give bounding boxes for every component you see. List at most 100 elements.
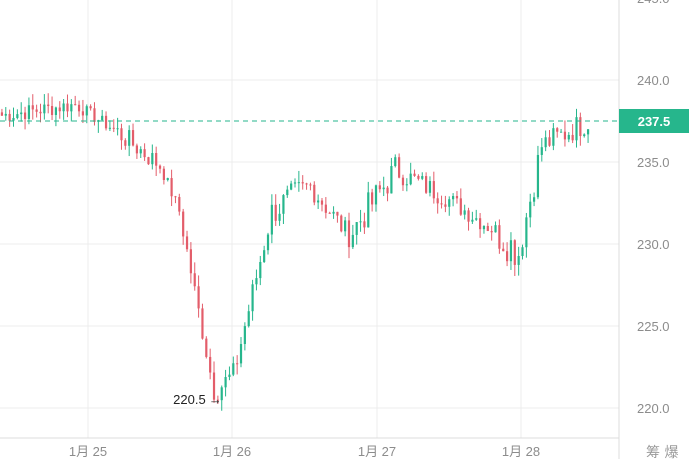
candle-body	[185, 236, 189, 250]
candle-body	[236, 363, 239, 365]
candle-body	[290, 183, 293, 190]
candle-body	[513, 240, 516, 265]
candles	[0, 93, 590, 411]
low-price-annotation: 220.5	[173, 392, 206, 407]
candle-body	[12, 117, 15, 121]
candle-body	[251, 284, 254, 312]
candle-body	[552, 128, 555, 146]
candle-body	[355, 222, 358, 235]
candle-body	[116, 128, 119, 130]
grid-lines	[0, 0, 619, 439]
corner-label: 筹 爆	[646, 444, 678, 459]
y-tick-label: 230.0	[637, 237, 670, 252]
candle-body	[421, 176, 424, 179]
candle-body	[586, 129, 590, 135]
candle-body	[23, 112, 27, 119]
candle-body	[583, 134, 586, 137]
y-axis-ticks: 220.0 225.0 230.0 235.0 240.0 245.0	[637, 0, 670, 416]
candle-body	[178, 196, 181, 212]
candle-body	[158, 165, 162, 169]
candle-body	[363, 221, 366, 228]
candle-body	[293, 182, 297, 184]
candle-body	[135, 145, 138, 154]
candle-body	[313, 184, 316, 203]
candle-body	[490, 231, 493, 233]
candle-body	[97, 120, 100, 122]
candle-body	[463, 210, 466, 215]
candle-body	[104, 115, 108, 129]
candle-body	[205, 338, 208, 357]
x-tick-label: 1月 25	[69, 444, 107, 459]
candle-body	[39, 111, 42, 114]
candle-body	[201, 308, 204, 339]
candle-body	[324, 204, 327, 213]
candle-body	[390, 166, 393, 194]
candle-body	[359, 221, 362, 223]
x-axis-ticks: 1月 25 1月 26 1月 27 1月 28	[69, 444, 540, 459]
candle-body	[139, 149, 142, 154]
candle-body	[228, 374, 231, 378]
candle-body	[274, 204, 277, 221]
candle-body	[305, 183, 308, 185]
candle-body	[50, 106, 54, 115]
candle-body	[413, 173, 416, 176]
candle-body	[502, 248, 505, 252]
candle-body	[428, 181, 432, 193]
y-tick-label: 245.0	[637, 0, 670, 6]
candle-body	[286, 189, 289, 196]
candle-body	[62, 103, 65, 112]
candle-body	[336, 211, 339, 216]
candle-body	[486, 225, 489, 232]
candle-body	[143, 149, 146, 158]
candle-body	[571, 134, 574, 141]
candle-body	[567, 134, 570, 140]
candle-body	[255, 278, 258, 285]
candle-body	[540, 147, 543, 155]
candle-body	[189, 249, 192, 274]
candle-body	[124, 140, 127, 146]
candle-body	[101, 115, 104, 121]
candle-body	[266, 234, 270, 251]
y-tick-label: 220.0	[637, 401, 670, 416]
candle-body	[482, 225, 486, 230]
current-price-badge	[619, 109, 689, 133]
candle-body	[77, 104, 81, 112]
candle-body	[471, 219, 474, 222]
candle-body	[309, 184, 312, 186]
candle-body	[81, 111, 85, 116]
candle-body	[494, 225, 497, 233]
candle-body	[367, 192, 370, 228]
candle-body	[544, 137, 547, 148]
candle-body	[224, 377, 227, 388]
candle-body	[216, 399, 219, 401]
candle-body	[239, 344, 243, 364]
candle-body	[344, 220, 347, 232]
candle-body	[162, 168, 165, 180]
candle-body	[425, 176, 428, 193]
candle-body	[347, 220, 351, 248]
candle-body	[8, 113, 11, 121]
x-tick-label: 1月 28	[502, 444, 540, 459]
candle-body	[498, 225, 501, 249]
candle-body	[432, 181, 435, 199]
candle-body	[66, 103, 69, 112]
candle-body	[478, 218, 482, 230]
candle-body	[282, 195, 285, 214]
candle-body	[89, 106, 92, 109]
y-tick-label: 225.0	[637, 319, 670, 334]
candle-body	[70, 104, 73, 112]
candle-body	[35, 109, 38, 112]
candle-body	[459, 198, 462, 215]
candle-body	[548, 137, 551, 146]
candle-body	[371, 192, 374, 205]
candle-body	[193, 273, 196, 287]
candle-body	[405, 184, 408, 186]
candle-body	[27, 105, 31, 119]
candle-body	[509, 240, 513, 262]
candle-body	[394, 157, 397, 167]
candle-body	[525, 217, 528, 248]
low-arrow-icon: →	[209, 392, 222, 407]
y-tick-label: 235.0	[637, 155, 670, 170]
candle-body	[85, 106, 88, 116]
candle-body	[332, 211, 335, 214]
